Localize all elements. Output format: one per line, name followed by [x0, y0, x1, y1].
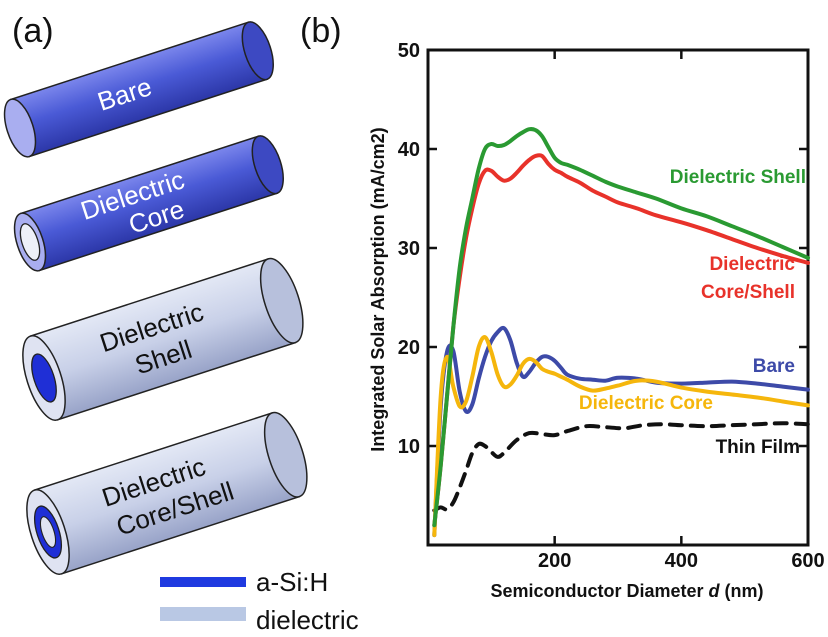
series-line-dielectric-shell: [432, 127, 810, 528]
legend-swatch-asi: [160, 577, 246, 587]
series-label: Dielectric Core: [579, 393, 713, 414]
series-line-dielectric-core: [432, 335, 810, 538]
cylinder-dielectric-core-shell: Dielectric Core/Shell: [26, 411, 308, 575]
y-tick-label: 50: [398, 40, 420, 62]
absorption-chart: 10 20 30 40 50 200 400 600 Dielectric Shell Diele…: [368, 40, 825, 601]
cylinder-far-cap: [259, 257, 304, 344]
asi-core-disc: [31, 353, 57, 403]
legend-label-asi: a-Si:H: [256, 567, 328, 597]
panel-a: (a) Bare Dielectric Core Dielectric Shel…: [3, 12, 359, 635]
panel-a-label: (a): [12, 12, 54, 50]
cylinder-far-cap: [241, 21, 274, 81]
panel-b: (b) 10 20 30 40 50 200 400 600 Dielectric Shell D…: [300, 12, 825, 601]
y-tick-label: 20: [398, 337, 420, 359]
x-tick-label: 600: [791, 550, 824, 572]
panel-b-label: (b): [300, 12, 342, 50]
cylinder-end-cap: [3, 98, 37, 158]
x-tick-label: 400: [665, 550, 698, 572]
dielectric-core-disc: [19, 223, 41, 261]
series-label-line-1: Dielectric: [709, 254, 795, 275]
y-tick-label: 30: [398, 238, 420, 260]
legend-label-dielectric: dielectric: [256, 605, 359, 635]
x-axis-title: Semiconductor Diameter d (nm): [490, 581, 763, 601]
y-tick-label: 10: [398, 436, 420, 458]
y-axis-title: Integrated Solar Absorption (mA/cm2): [368, 127, 388, 451]
dielectric-inner-core-disc: [39, 516, 57, 548]
cylinder-bare: Bare: [3, 21, 274, 158]
cylinder-dielectric-core: Dielectric Core: [13, 135, 284, 272]
material-legend: a-Si:H dielectric: [160, 567, 359, 635]
legend-swatch-dielectric: [160, 607, 246, 621]
cylinder-far-cap: [263, 411, 308, 498]
cylinder-dielectric-shell: Dielectric Shell: [22, 257, 304, 421]
series-label: Dielectric Shell: [670, 167, 806, 188]
series-label: Bare: [753, 356, 795, 377]
cylinder-far-cap: [251, 135, 284, 195]
series-line-thin-film: [432, 421, 810, 513]
series-label-line-2: Core/Shell: [701, 282, 795, 303]
x-tick-label: 200: [538, 550, 571, 572]
series-label: Thin Film: [716, 437, 800, 458]
y-tick-label: 40: [398, 139, 420, 161]
plot-frame: [426, 48, 810, 547]
